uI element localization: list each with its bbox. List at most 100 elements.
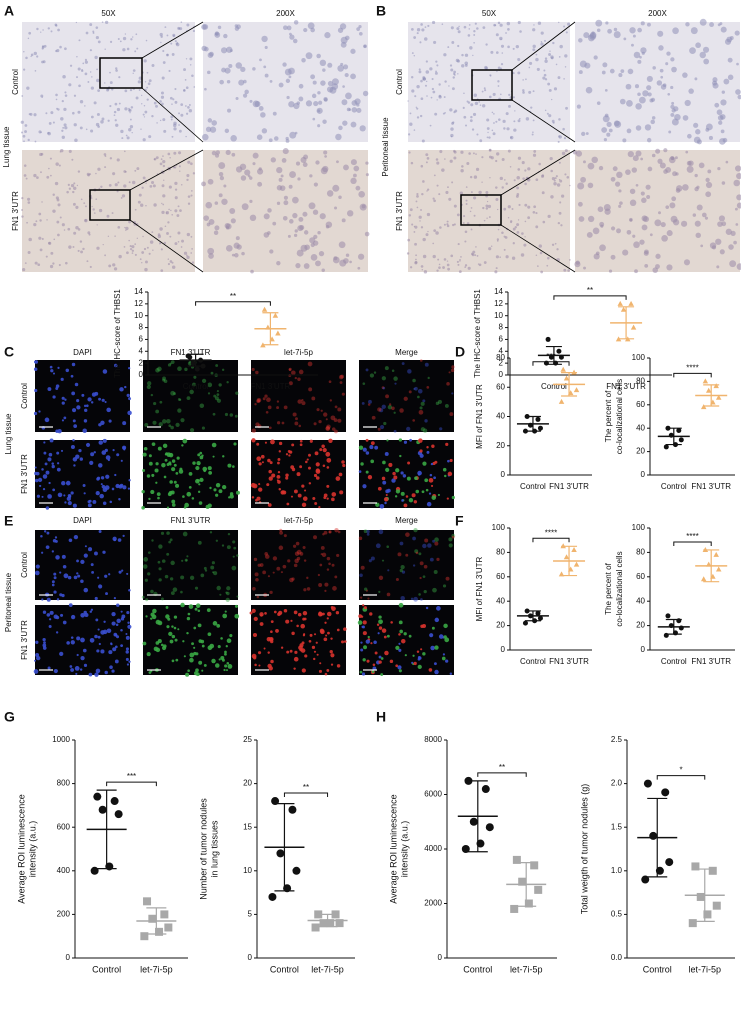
cell-signal <box>279 528 283 532</box>
cell-texture <box>716 109 723 116</box>
cell-texture <box>497 21 501 25</box>
cell-signal <box>54 539 58 543</box>
cell-texture <box>414 225 418 229</box>
cell-texture <box>442 266 445 269</box>
cell-signal <box>424 478 429 483</box>
cell-signal <box>199 477 204 483</box>
y-tick-label: 0 <box>139 370 144 379</box>
panel-letter: B <box>376 3 386 19</box>
cell-texture <box>285 78 291 84</box>
cell-signal <box>319 563 323 567</box>
cell-texture <box>695 129 701 135</box>
cell-signal <box>53 668 58 674</box>
cell-texture <box>313 240 319 246</box>
cell-texture <box>524 236 526 238</box>
cell-texture <box>577 182 585 190</box>
cell-texture <box>489 177 491 179</box>
row-label: FN1 3'UTR <box>395 191 404 231</box>
cell-texture <box>134 208 137 211</box>
cell-texture <box>637 92 641 97</box>
cell-signal <box>369 612 373 616</box>
cell-texture <box>517 119 521 123</box>
cell-texture <box>589 31 597 39</box>
cell-signal <box>94 634 98 639</box>
y-tick-label: 2 <box>499 358 504 367</box>
cell-texture <box>496 238 500 241</box>
cell-texture <box>729 36 734 40</box>
cell-texture <box>85 128 88 131</box>
cell-texture <box>556 183 561 187</box>
cell-texture <box>159 243 161 245</box>
cell-texture <box>595 19 603 27</box>
cell-texture <box>187 195 191 198</box>
cell-signal <box>170 591 175 595</box>
cell-texture <box>109 104 112 108</box>
cell-signal <box>57 492 63 498</box>
cell-signal <box>446 497 449 500</box>
cell-texture <box>447 46 450 49</box>
cell-texture <box>186 255 190 260</box>
cell-signal <box>76 405 81 410</box>
cell-texture <box>355 185 361 191</box>
cell-signal <box>118 570 122 574</box>
cell-texture <box>486 136 489 139</box>
cell-signal <box>74 382 79 387</box>
cell-texture <box>45 255 48 258</box>
cell-signal <box>362 620 367 625</box>
cell-texture <box>460 256 462 258</box>
cell-signal <box>282 490 287 495</box>
cell-signal <box>309 439 313 443</box>
cell-texture <box>516 193 520 196</box>
cell-texture <box>464 240 467 243</box>
cell-texture <box>353 165 360 172</box>
cell-signal <box>322 448 327 453</box>
cell-texture <box>446 220 449 223</box>
cell-texture <box>312 117 316 121</box>
cell-signal <box>97 576 100 579</box>
cell-signal <box>322 464 326 468</box>
cell-texture <box>423 270 428 274</box>
cell-texture <box>92 30 95 33</box>
cell-signal <box>120 628 123 632</box>
cell-texture <box>305 52 313 60</box>
cell-texture <box>413 36 417 39</box>
cell-signal <box>358 445 364 450</box>
cell-signal <box>285 453 289 456</box>
cell-signal <box>451 392 454 395</box>
cell-texture <box>488 136 491 139</box>
cell-texture <box>188 103 191 106</box>
cell-texture <box>36 55 39 58</box>
cell-texture <box>180 21 183 23</box>
cell-signal <box>251 438 256 443</box>
cell-texture <box>363 44 367 49</box>
cell-signal <box>162 378 166 382</box>
cell-texture <box>84 105 86 107</box>
cell-texture <box>563 268 567 272</box>
cell-signal <box>335 476 341 481</box>
cell-signal <box>81 393 85 397</box>
x-tick-label: Control <box>463 964 492 974</box>
cell-texture <box>288 184 293 189</box>
cell-texture <box>320 80 326 86</box>
cell-texture <box>303 230 309 235</box>
cell-signal <box>89 460 94 465</box>
cell-texture <box>544 39 546 42</box>
cell-signal <box>444 474 447 478</box>
cell-signal <box>308 639 312 643</box>
cell-texture <box>408 133 411 136</box>
cell-signal <box>51 580 55 584</box>
cell-signal <box>366 659 370 663</box>
cell-texture <box>411 223 414 226</box>
cell-texture <box>413 54 416 57</box>
cell-texture <box>56 107 59 110</box>
cell-texture <box>187 106 190 109</box>
cell-texture <box>259 58 262 62</box>
cell-signal <box>67 575 72 580</box>
cell-texture <box>357 253 365 260</box>
cell-signal <box>123 448 126 451</box>
cell-signal <box>362 625 365 629</box>
cell-texture <box>551 243 555 246</box>
cell-texture <box>345 92 352 100</box>
cell-texture <box>435 60 438 63</box>
column-header: DAPI <box>73 516 92 525</box>
